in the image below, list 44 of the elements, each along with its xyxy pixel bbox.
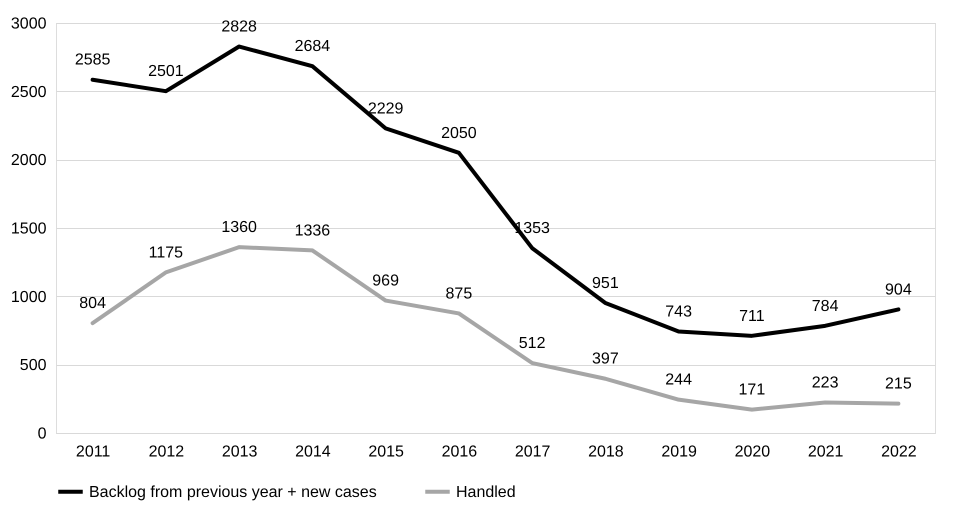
data-label: 804 xyxy=(79,295,106,312)
y-tick-label: 500 xyxy=(20,357,47,374)
x-tick-label: 2017 xyxy=(514,444,551,460)
y-tick-label: 3000 xyxy=(10,16,47,32)
legend-label: Handled xyxy=(456,484,516,501)
data-label: 223 xyxy=(812,374,839,392)
x-tick-label: 2016 xyxy=(442,444,478,460)
y-tick-label: 1000 xyxy=(10,288,47,306)
x-tick-label: 2014 xyxy=(295,444,331,460)
x-tick-label: 2011 xyxy=(76,444,110,460)
data-label: 2828 xyxy=(221,18,258,36)
data-label: 743 xyxy=(665,303,692,320)
data-label: 951 xyxy=(592,275,619,292)
data-label: 1360 xyxy=(221,219,258,236)
data-label: 784 xyxy=(812,298,839,315)
x-tick-label: 2012 xyxy=(148,444,184,460)
x-tick-label: 2019 xyxy=(661,444,698,460)
data-label: 2585 xyxy=(74,52,111,69)
y-tick-label: 1500 xyxy=(10,220,47,238)
data-label: 512 xyxy=(518,335,546,352)
data-label: 215 xyxy=(885,376,912,393)
data-label: 875 xyxy=(446,285,472,302)
data-label: 397 xyxy=(592,350,619,368)
data-label: 969 xyxy=(372,272,400,290)
data-label: 1175 xyxy=(148,244,184,262)
data-label: 2050 xyxy=(441,124,477,142)
data-label: 244 xyxy=(665,372,692,389)
x-tick-label: 2018 xyxy=(588,444,624,460)
data-label: 171 xyxy=(738,382,766,399)
data-label: 904 xyxy=(885,281,912,298)
x-tick-label: 2015 xyxy=(368,444,404,460)
x-tick-label: 2021 xyxy=(808,444,844,460)
y-tick-label: 0 xyxy=(38,426,47,442)
data-label: 2501 xyxy=(148,63,184,80)
data-label: 711 xyxy=(739,308,765,325)
x-tick-label: 2013 xyxy=(222,444,258,460)
y-tick-label: 2500 xyxy=(10,84,47,101)
y-tick-label: 2000 xyxy=(10,152,47,170)
data-label: 2684 xyxy=(294,38,330,56)
legend-label: Backlog from previous year + new cases xyxy=(89,484,377,501)
data-label: 2229 xyxy=(368,100,404,118)
x-tick-label: 2022 xyxy=(881,444,917,460)
data-label: 1336 xyxy=(294,222,330,240)
x-tick-label: 2020 xyxy=(734,444,770,460)
